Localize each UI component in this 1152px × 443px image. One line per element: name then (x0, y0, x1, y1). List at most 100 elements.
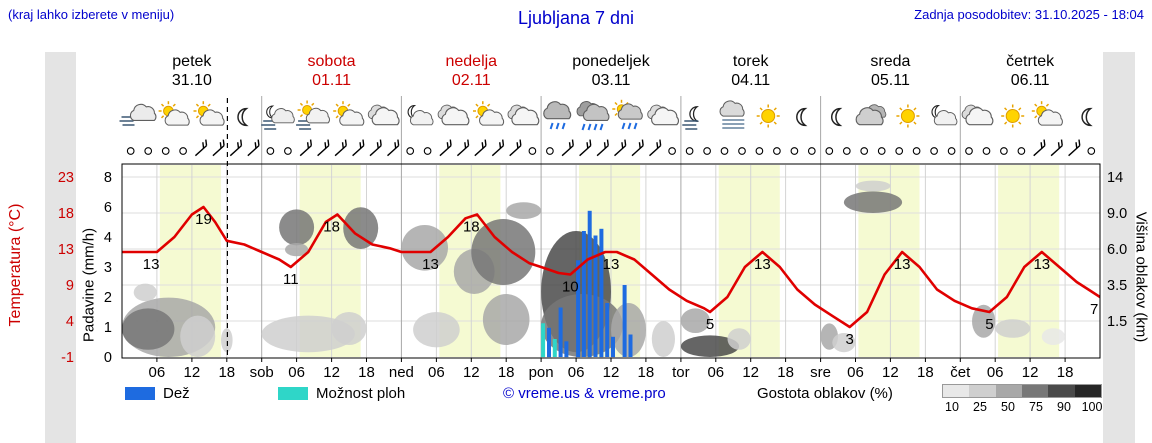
day-name: sobota (307, 53, 356, 70)
x-tick-label: 12 (882, 364, 899, 381)
day-header-nedelja: nedelja 02.11 (401, 52, 541, 90)
moon-icon (237, 107, 249, 127)
wind-barb-icon (439, 139, 452, 157)
sun-icon (1001, 104, 1025, 128)
temperature-tick: 18 (58, 206, 74, 222)
left-scale-strip (45, 52, 76, 443)
cloud-icon (961, 104, 994, 126)
wind-barb-icon (561, 139, 574, 157)
cloud-blob (611, 303, 646, 357)
rain-bar (628, 334, 633, 357)
x-axis-labels: 06 12 18 sob 06 12 18 ned 06 12 18 pon 06 12 18 tor 06 12… (149, 358, 1074, 381)
precipitation-tick: 6 (104, 200, 112, 216)
sun-cloud-icon (333, 101, 365, 126)
x-tick-label: 18 (1057, 364, 1074, 381)
rain-bar (581, 231, 586, 357)
cloud-blob (506, 202, 542, 220)
shower-bar (552, 339, 557, 357)
fog-cloud-icon (719, 100, 745, 129)
temperature-axis-label: Temperatura (°C) (7, 203, 24, 327)
cloud-blob (331, 312, 367, 345)
x-tick-label: pon (529, 364, 554, 381)
wind-calm-icon (406, 147, 415, 155)
cloud-icon (507, 104, 540, 126)
weather-icons-row (119, 99, 1093, 131)
wind-barb-icon (579, 139, 592, 157)
density-tick-label: 25 (973, 400, 987, 414)
wind-calm-icon (825, 147, 834, 155)
rain-bar (558, 307, 563, 357)
temperature-tick: 23 (58, 170, 74, 186)
wind-calm-icon (266, 147, 275, 155)
rain-bar (576, 260, 581, 358)
wind-barb-icon (352, 139, 365, 157)
cloud-blob (279, 209, 315, 246)
wind-calm-icon (1017, 147, 1026, 155)
temperature-value-label: 13 (143, 256, 160, 273)
sun-cloud-rain-icon (612, 99, 643, 130)
moon-icon (831, 107, 843, 127)
page-title: Ljubljana 7 dni (517, 8, 635, 28)
showers-legend-swatch (278, 387, 308, 400)
sun-cloud-icon (1031, 101, 1063, 126)
wind-barb-icon (614, 139, 627, 157)
x-tick-label: 06 (707, 364, 724, 381)
x-tick-label: sre (810, 364, 831, 381)
cloud-rain-icon (543, 101, 572, 130)
cloud-blob (180, 315, 216, 357)
rain-legend-swatch (125, 387, 155, 400)
wind-barb-icon (474, 139, 487, 157)
x-tick-label: 18 (358, 364, 375, 381)
wind-barb-icon (212, 139, 225, 157)
last-update-text: Zadnja posodobitev: 31.10.2025 - 18:04 (914, 7, 1144, 22)
temperature-value-label: 11 (283, 271, 299, 288)
wind-barb-icon (369, 139, 382, 157)
rain-bar (547, 327, 551, 358)
moon-cloud-icon (931, 105, 958, 126)
wind-barb-icon (596, 139, 609, 157)
wind-barb-icon (631, 139, 644, 157)
wind-calm-icon (668, 147, 676, 155)
sun-cloud-icon (472, 101, 505, 126)
x-tick-label: 18 (498, 364, 515, 381)
day-date: 01.11 (312, 72, 351, 89)
rain-bars (541, 210, 633, 358)
day-header-petek: petek 31.10 (122, 52, 262, 90)
temperature-value-label: 13 (754, 256, 771, 273)
wind-symbol-row (126, 139, 1096, 157)
day-date: 04.11 (731, 72, 771, 89)
rain-bar (622, 285, 627, 357)
precipitation-tick: 1 (104, 320, 112, 336)
wind-calm-icon (877, 147, 886, 155)
x-tick-label: tor (672, 364, 690, 381)
wind-barb-icon (649, 139, 662, 157)
cloud-blob (1041, 328, 1065, 345)
temperature-value-label: 3 (846, 331, 854, 348)
cloud-blob (343, 207, 379, 250)
precipitation-axis-ticks: 8 6 4 3 2 1 0 (104, 170, 112, 366)
wind-barb-icon (1033, 139, 1046, 157)
cloud-blob (401, 225, 449, 271)
density-cell-10 (943, 385, 970, 397)
temperature-value-label: 7 (1090, 301, 1098, 318)
cloud-blob (995, 319, 1031, 338)
cloud-height-tick: 6.0 (1107, 242, 1127, 258)
x-tick-label: 06 (987, 364, 1004, 381)
x-tick-label: 12 (603, 364, 620, 381)
wind-calm-icon (720, 147, 729, 155)
cloud-height-axis-label: Višina oblakov (km) (1132, 211, 1150, 343)
x-tick-label: 18 (638, 364, 655, 381)
rain-bar (587, 210, 592, 358)
precipitation-tick: 2 (104, 290, 112, 306)
cloud-blob (133, 283, 157, 302)
wind-calm-icon (161, 147, 170, 155)
dark-cloud-icon (855, 104, 887, 126)
precipitation-tick: 4 (104, 230, 112, 246)
moon-cloud-icon (407, 105, 434, 126)
wind-calm-icon (807, 147, 816, 155)
wind-calm-icon (685, 147, 694, 155)
wind-barb-icon (1068, 139, 1081, 157)
wind-calm-icon (423, 147, 432, 155)
cloud-height-tick: 1.5 (1107, 314, 1127, 330)
day-header-sreda: sreda 05.11 (820, 52, 960, 90)
